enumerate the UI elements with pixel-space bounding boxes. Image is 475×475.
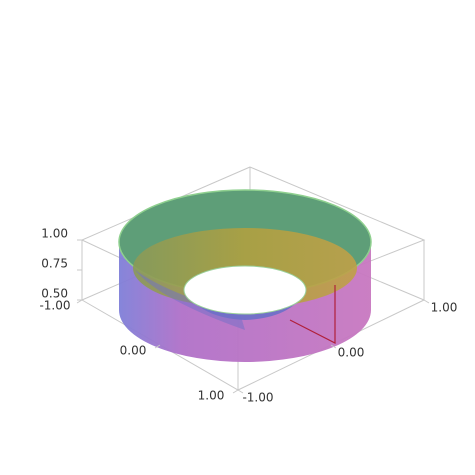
x-tick-label: 1.00 bbox=[198, 389, 225, 403]
tick-mark bbox=[154, 344, 161, 349]
z-tick-label: 1.00 bbox=[41, 227, 68, 241]
x-tick-label: 0.00 bbox=[120, 344, 147, 358]
tick-mark bbox=[330, 344, 337, 349]
z-tick-label: 0.75 bbox=[41, 257, 68, 271]
y-tick-label: 0.00 bbox=[338, 346, 365, 360]
tick-mark bbox=[232, 389, 239, 394]
x-tick-label: -1.00 bbox=[39, 299, 70, 313]
z-tick-label: 0.50 bbox=[41, 287, 68, 301]
tick-mark bbox=[423, 299, 430, 304]
y-tick-label: 1.00 bbox=[431, 301, 458, 315]
tick-mark bbox=[237, 389, 244, 394]
y-tick-label: -1.00 bbox=[242, 391, 273, 405]
surface bbox=[118, 189, 372, 362]
